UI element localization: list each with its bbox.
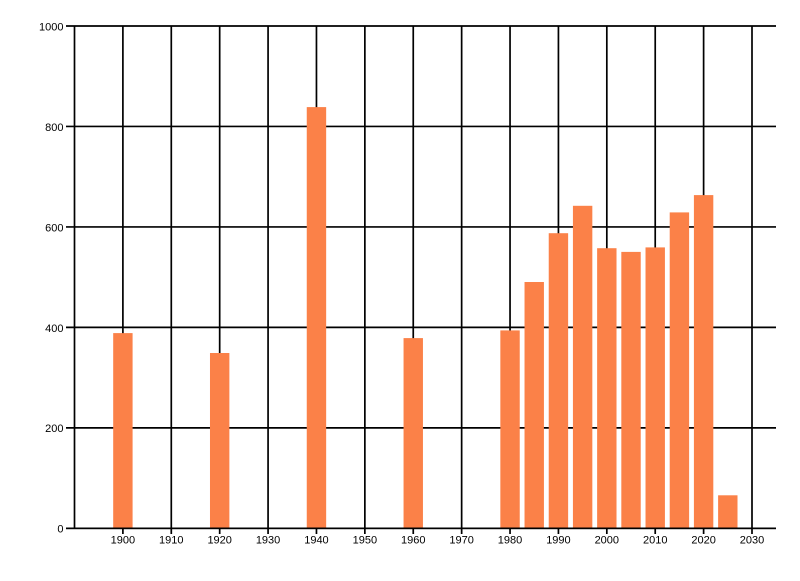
svg-text:1990: 1990 xyxy=(546,535,570,547)
svg-text:600: 600 xyxy=(45,222,63,234)
svg-text:1930: 1930 xyxy=(256,535,280,547)
svg-text:2020: 2020 xyxy=(691,535,715,547)
svg-text:1970: 1970 xyxy=(449,535,473,547)
svg-text:1950: 1950 xyxy=(353,535,377,547)
svg-text:200: 200 xyxy=(45,423,63,435)
svg-text:2010: 2010 xyxy=(643,535,667,547)
svg-text:800: 800 xyxy=(45,122,63,134)
svg-text:1960: 1960 xyxy=(401,535,425,547)
svg-text:1910: 1910 xyxy=(159,535,183,547)
svg-text:2030: 2030 xyxy=(740,535,764,547)
svg-text:1000: 1000 xyxy=(39,21,63,33)
svg-text:2000: 2000 xyxy=(595,535,619,547)
svg-text:400: 400 xyxy=(45,323,63,335)
svg-text:0: 0 xyxy=(57,524,63,536)
svg-text:1900: 1900 xyxy=(111,535,135,547)
svg-text:1980: 1980 xyxy=(498,535,522,547)
svg-text:1940: 1940 xyxy=(304,535,328,547)
svg-text:1920: 1920 xyxy=(207,535,231,547)
